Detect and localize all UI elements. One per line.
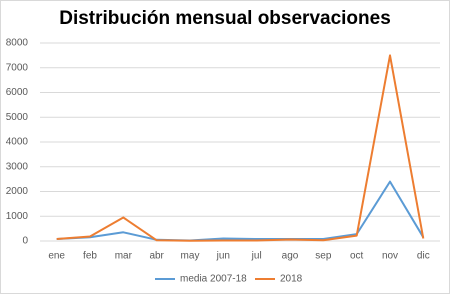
x-tick-label: nov xyxy=(382,251,398,262)
y-tick-label: 3000 xyxy=(6,161,29,172)
legend-label: 2018 xyxy=(280,274,303,285)
y-tick-label: 0 xyxy=(22,236,28,247)
x-tick-label: abr xyxy=(149,251,164,262)
x-tick-label: jun xyxy=(216,251,230,262)
x-tick-label: oct xyxy=(350,251,364,262)
y-tick-label: 5000 xyxy=(6,112,29,123)
y-tick-label: 7000 xyxy=(6,62,29,73)
x-tick-label: dic xyxy=(417,251,430,262)
y-tick-label: 2000 xyxy=(6,186,29,197)
x-tick-label: feb xyxy=(83,251,97,262)
y-tick-label: 8000 xyxy=(6,38,29,49)
legend-label: media 2007-18 xyxy=(180,274,247,285)
series-line xyxy=(56,180,425,242)
y-tick-label: 6000 xyxy=(6,87,29,98)
x-tick-label: jul xyxy=(251,251,262,262)
x-tick-label: may xyxy=(181,251,200,262)
y-tick-label: 4000 xyxy=(6,137,29,148)
y-tick-label: 1000 xyxy=(6,211,29,222)
chart-title: Distribución mensual observaciones xyxy=(59,8,391,29)
x-tick-label: mar xyxy=(115,251,133,262)
x-tick-label: ago xyxy=(282,251,299,262)
x-tick-label: ene xyxy=(48,251,65,262)
series-line xyxy=(56,54,425,242)
x-tick-label: sep xyxy=(315,251,332,262)
